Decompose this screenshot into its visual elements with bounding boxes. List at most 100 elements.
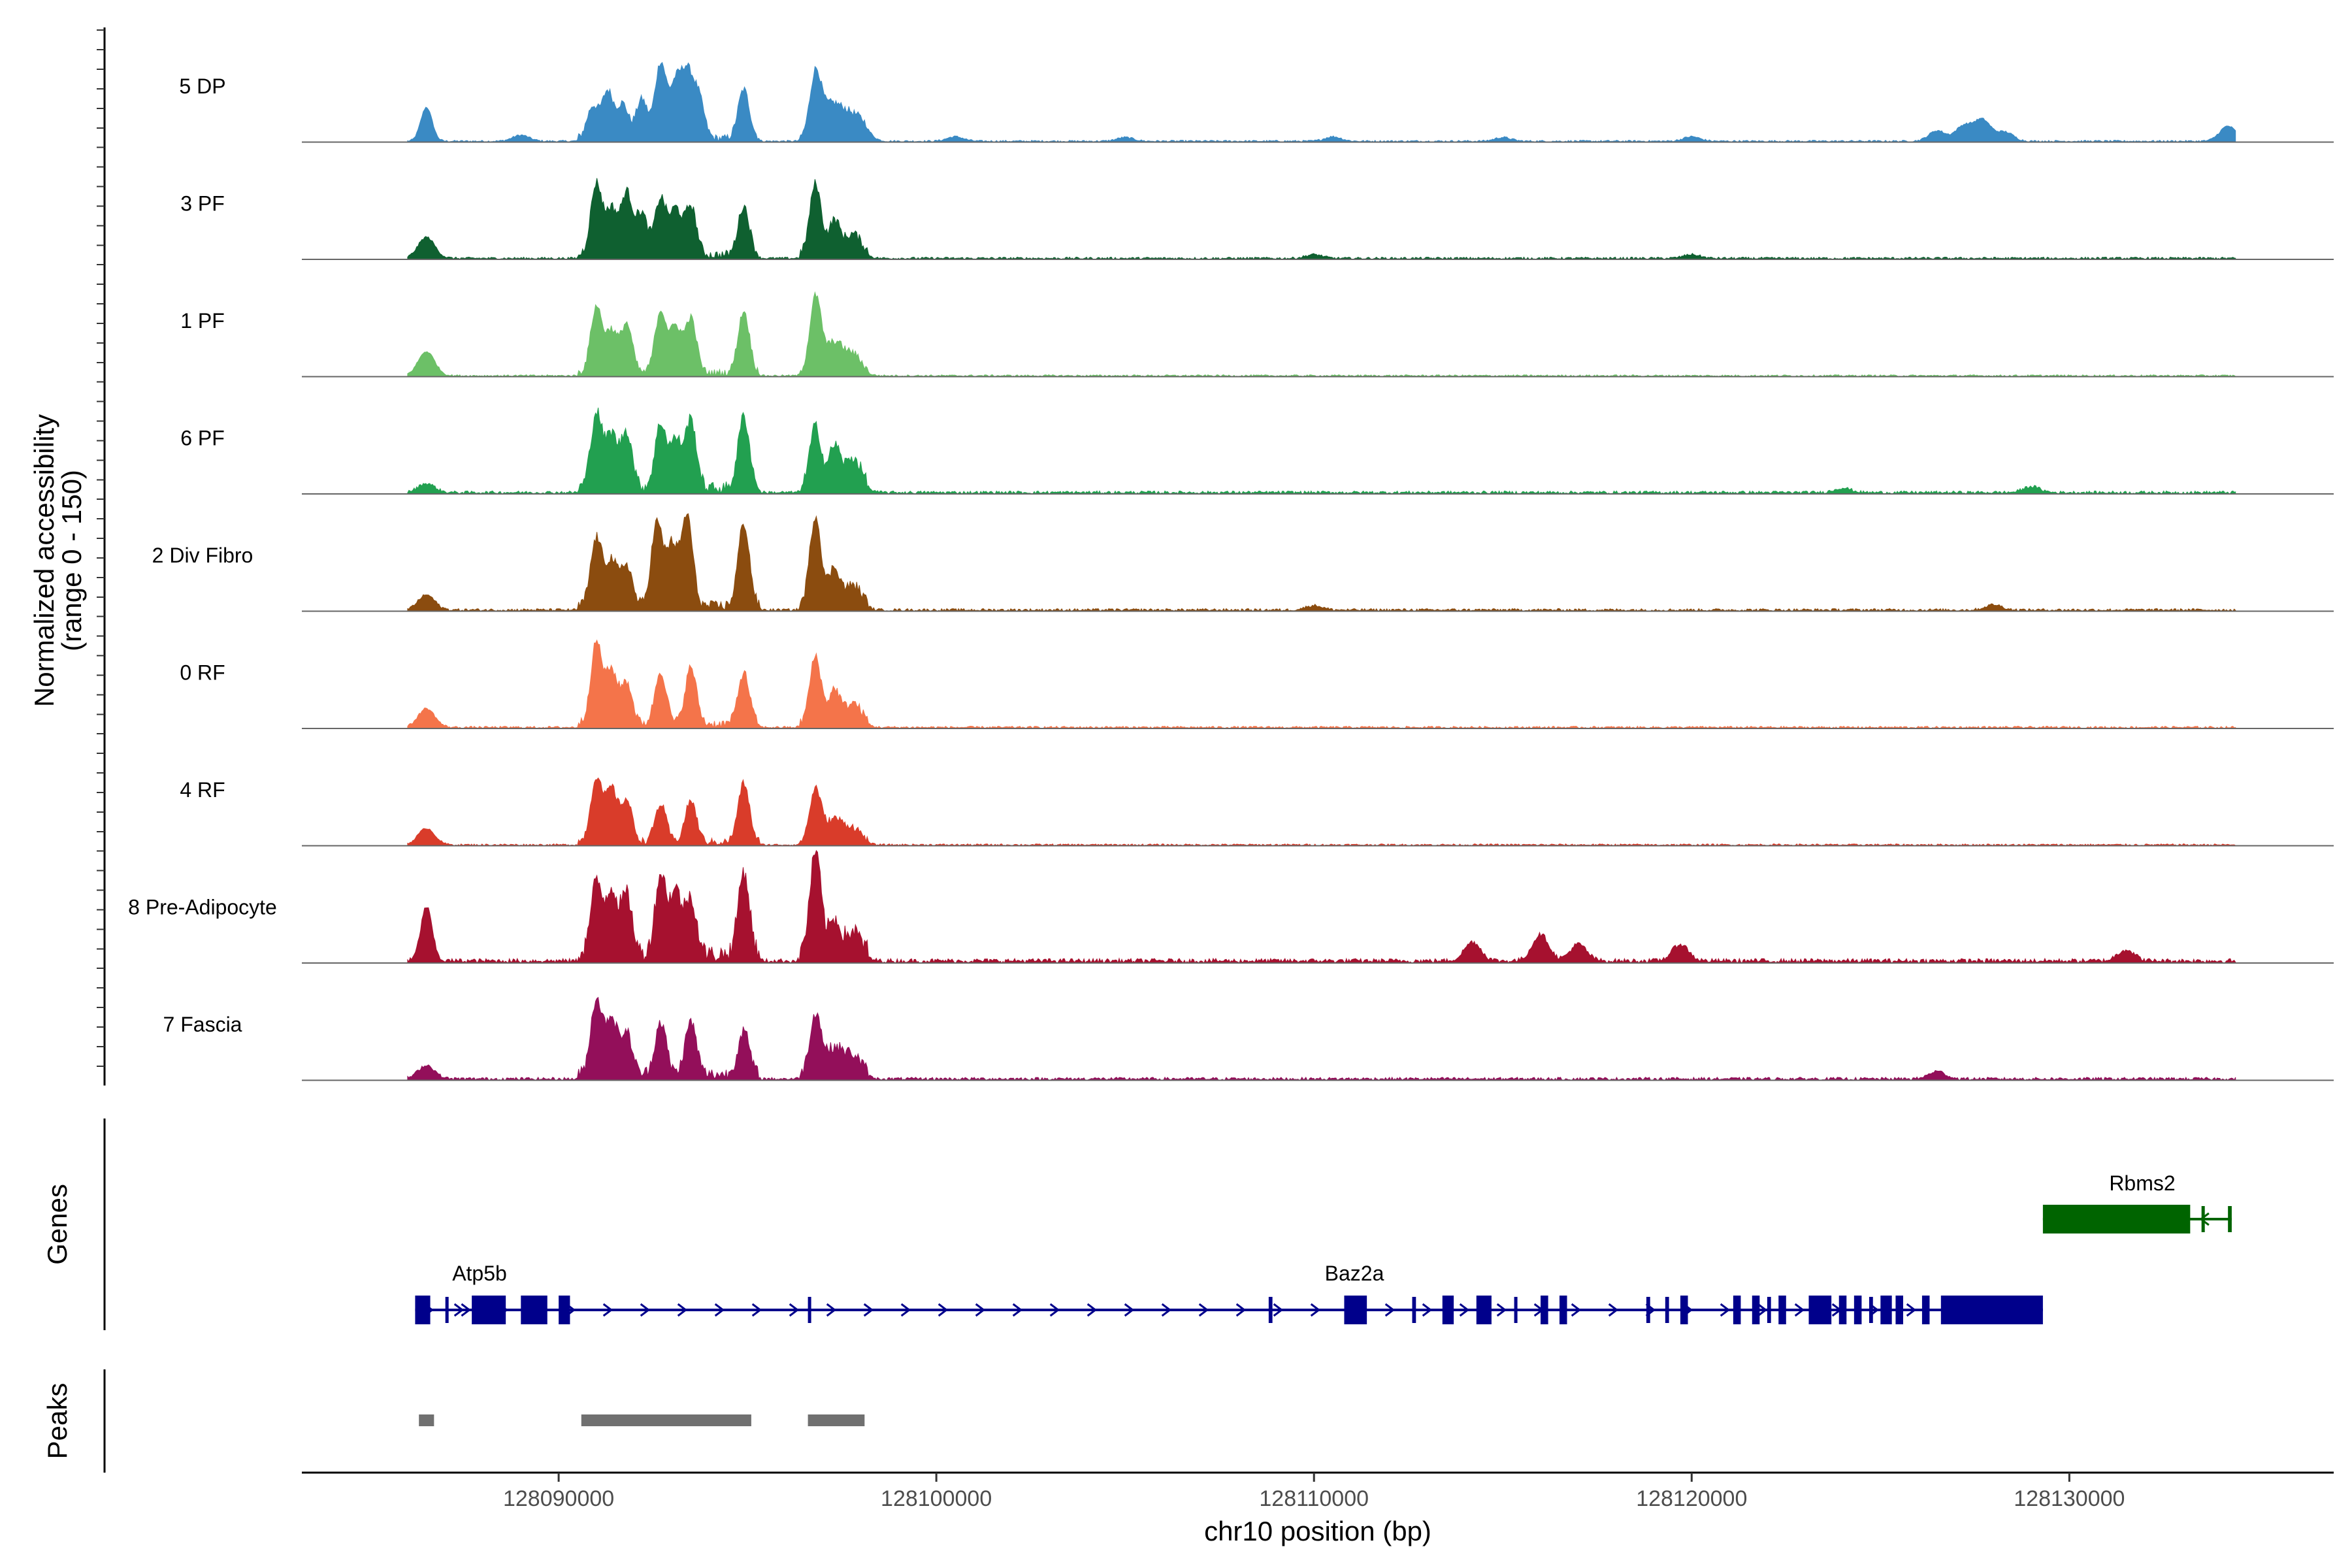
- coverage-track-7-fascia: 7 Fascia: [163, 996, 2334, 1081]
- gene-label: Rbms2: [2109, 1171, 2175, 1195]
- gene-exon: [1665, 1297, 1669, 1323]
- gene-exon: [1838, 1296, 1847, 1324]
- track-label: 1 PF: [180, 309, 225, 333]
- coverage-area: [407, 639, 2236, 729]
- gene-exon: [1680, 1296, 1688, 1324]
- strand-arrow: [2199, 1212, 2210, 1226]
- strand-arrow: [1198, 1303, 1209, 1317]
- gene-exon: [1733, 1296, 1741, 1324]
- x-tick-label: 128120000: [1636, 1486, 1747, 1511]
- gene-exon: [1541, 1296, 1548, 1324]
- gene-exon: [1778, 1296, 1786, 1324]
- peak-region: [419, 1414, 434, 1426]
- gene-label: Atp5b: [452, 1262, 507, 1285]
- x-tick-label: 128090000: [503, 1486, 614, 1511]
- coverage-area: [407, 849, 2236, 964]
- strand-arrow: [1720, 1303, 1731, 1317]
- gene-exon: [415, 1296, 431, 1324]
- strand-arrow: [1310, 1303, 1321, 1317]
- gene-baz2a: Baz2a: [445, 1262, 2043, 1324]
- peak-track: Peaks: [42, 1369, 865, 1473]
- coverage-track-8-pre-adipocyte: 8 Pre-Adipocyte: [128, 849, 2334, 964]
- y-axis-title: Normalized accessibility: [29, 414, 59, 707]
- peak-region: [808, 1414, 865, 1426]
- strand-arrow: [1794, 1303, 1805, 1317]
- gene-rbms2: Rbms2: [2042, 1171, 2232, 1233]
- track-label: 6 PF: [180, 427, 225, 450]
- strand-arrow: [565, 1303, 576, 1317]
- coverage-area: [407, 178, 2236, 260]
- gene-annotation-track: Genes Atp5b Baz2a Rbms2: [42, 1119, 2232, 1330]
- track-label: 3 PF: [180, 192, 225, 216]
- strand-arrow: [975, 1303, 986, 1317]
- x-tick-label: 128130000: [2014, 1486, 2125, 1511]
- axes: Normalized accessibility(range 0 - 150) 1…: [29, 27, 2334, 1546]
- gene-exon: [1646, 1297, 1650, 1323]
- strand-arrow: [1496, 1303, 1507, 1317]
- track-label: 5 DP: [179, 74, 225, 98]
- gene-label: Baz2a: [1325, 1262, 1384, 1285]
- peak-region: [581, 1414, 751, 1426]
- gene-exon: [1752, 1296, 1760, 1324]
- coverage-track-1-pf: 1 PF: [180, 291, 2334, 378]
- strand-arrow: [900, 1303, 911, 1317]
- strand-arrow: [1273, 1303, 1284, 1317]
- gene-exon: [808, 1297, 811, 1323]
- strand-arrow: [751, 1303, 762, 1317]
- strand-arrow: [677, 1303, 688, 1317]
- gene-exon: [1767, 1297, 1771, 1323]
- strand-arrow: [1608, 1303, 1619, 1317]
- strand-arrow: [938, 1303, 949, 1317]
- peaks-panel-title: Peaks: [42, 1383, 73, 1460]
- strand-arrow: [863, 1303, 874, 1317]
- gene-exon: [2201, 1206, 2205, 1232]
- gene-exon: [1442, 1296, 1454, 1324]
- gene-exon: [2228, 1206, 2232, 1232]
- coverage-track-6-pf: 6 PF: [180, 407, 2334, 495]
- x-axis-title: chr10 position (bp): [1204, 1516, 1431, 1546]
- strand-arrow: [1086, 1303, 1098, 1317]
- coverage-area: [407, 513, 2236, 612]
- strand-arrow: [1049, 1303, 1060, 1317]
- strand-arrow: [1906, 1303, 1917, 1317]
- track-label: 8 Pre-Adipocyte: [128, 896, 277, 919]
- gene-exon: [1940, 1296, 2043, 1324]
- coverage-track-0-rf: 0 RF: [180, 639, 2334, 729]
- gene-exon: [1869, 1297, 1873, 1323]
- gene-exon: [445, 1297, 449, 1323]
- y-axis-title-range: (range 0 - 150): [56, 470, 87, 651]
- strand-arrow: [1459, 1303, 1470, 1317]
- gene-exon: [1808, 1296, 1832, 1324]
- gene-exon: [1344, 1296, 1367, 1324]
- strand-arrow: [1012, 1303, 1023, 1317]
- track-label: 4 RF: [180, 778, 225, 802]
- strand-arrow: [714, 1303, 725, 1317]
- gene-exon: [1854, 1296, 1862, 1324]
- gene-exon: [1559, 1296, 1567, 1324]
- x-tick-label: 128100000: [881, 1486, 992, 1511]
- strand-arrow: [1422, 1303, 1433, 1317]
- strand-arrow: [528, 1303, 539, 1317]
- strand-arrow: [1235, 1303, 1247, 1317]
- gene-exon: [1895, 1296, 1904, 1324]
- strand-arrow: [1757, 1303, 1768, 1317]
- strand-arrow: [826, 1303, 837, 1317]
- strand-arrow: [1161, 1303, 1172, 1317]
- coverage-track-2-div-fibro: 2 Div Fibro: [152, 513, 2334, 612]
- genes-panel-title: Genes: [42, 1184, 73, 1265]
- strand-arrow: [640, 1303, 651, 1317]
- strand-arrow: [602, 1303, 613, 1317]
- gene-exon: [2042, 1205, 2191, 1233]
- x-tick-label: 128110000: [1259, 1486, 1369, 1511]
- strand-arrow: [1571, 1303, 1582, 1317]
- coverage-area: [407, 291, 2236, 378]
- coverage-tracks: 5 DP 3 PF 1 PF 6 PF 2 Div Fibro 0 RF 4 RF 8 Pre…: [128, 61, 2334, 1081]
- coverage-track-5-dp: 5 DP: [179, 61, 2334, 143]
- gene-exon: [1880, 1296, 1892, 1324]
- gene-exon: [1268, 1297, 1273, 1323]
- coverage-area: [407, 407, 2236, 495]
- strand-arrow: [491, 1303, 502, 1317]
- gene-exon: [1921, 1296, 1930, 1324]
- gene-exon: [1476, 1296, 1492, 1324]
- gene-exon: [1412, 1297, 1416, 1323]
